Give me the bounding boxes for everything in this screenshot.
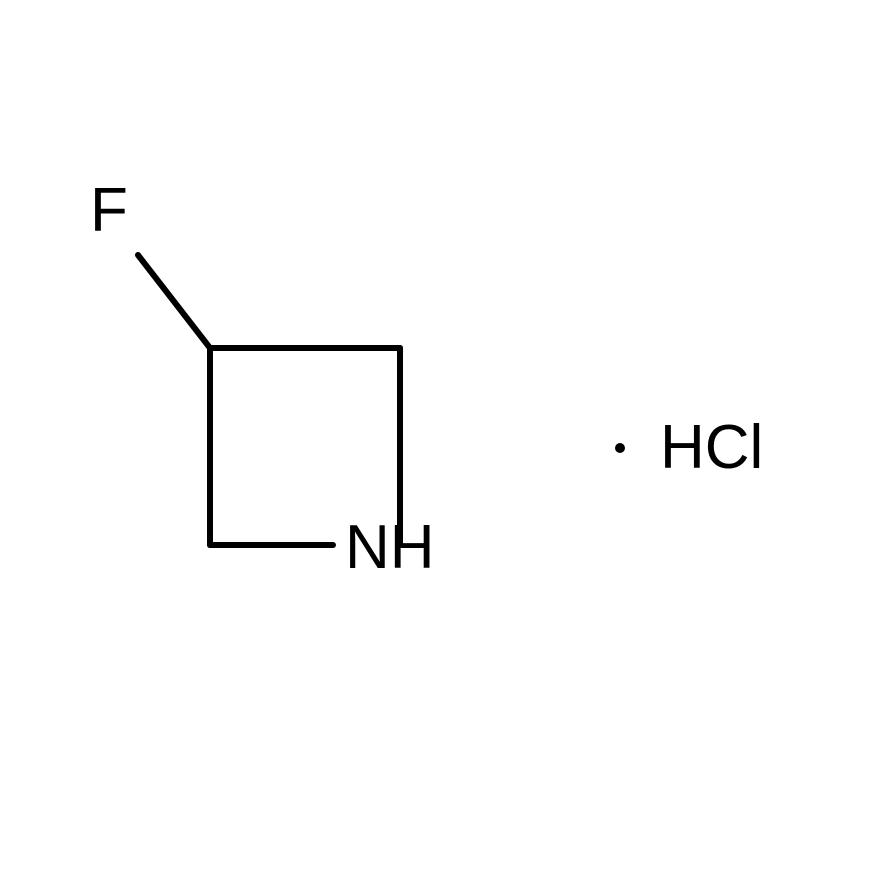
atom-label-hcl: HCl <box>660 412 763 483</box>
bonds-group <box>138 255 400 545</box>
atom-label-nh: NH <box>345 512 435 583</box>
salt-dot <box>615 443 625 453</box>
atom-label-f: F <box>90 175 128 246</box>
bond-f-c <box>138 255 210 348</box>
